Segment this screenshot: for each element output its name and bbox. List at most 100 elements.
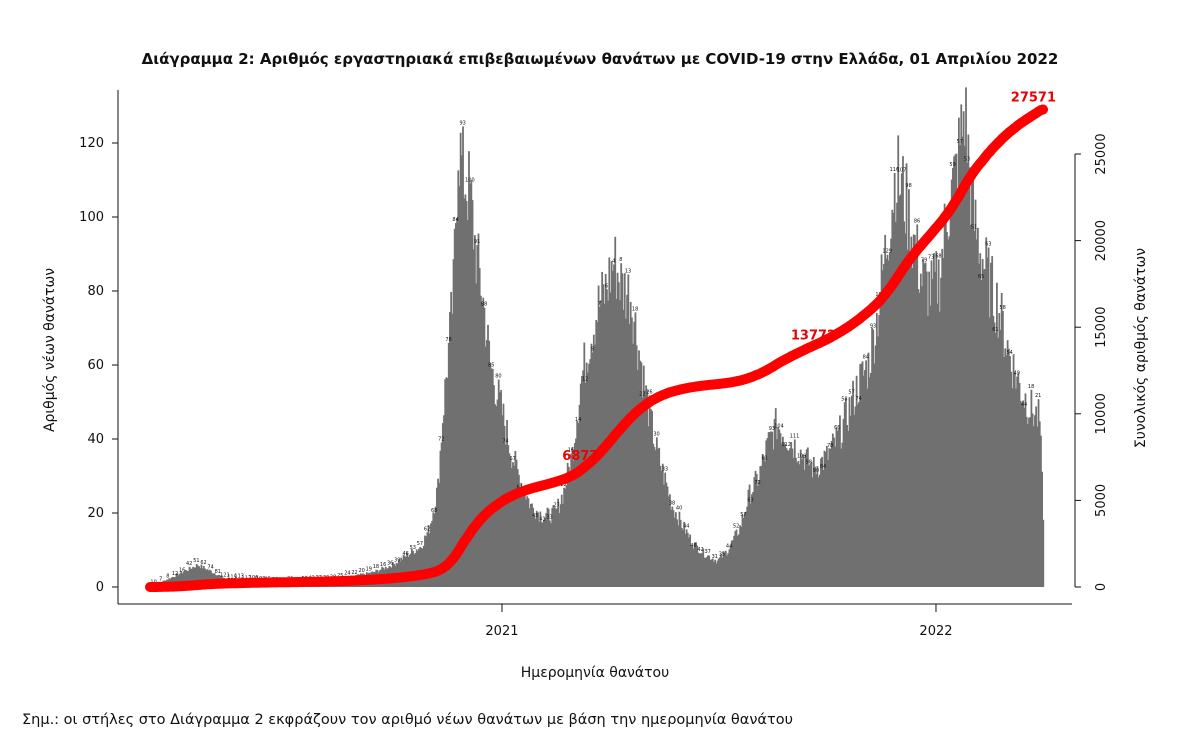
daily-bar [515,459,518,587]
bar-value-label: 16 [380,562,386,568]
bar-value-label: 44 [683,523,689,529]
daily-bar [783,442,785,587]
bar-value-label: 8 [619,257,622,263]
daily-bar [615,298,618,587]
bar-value-label: 93 [460,120,466,126]
daily-bar [478,268,481,587]
daily-bar [550,523,552,587]
bar-value-label: 8 [166,574,169,580]
daily-bar [586,372,589,587]
daily-bar [1031,413,1034,587]
daily-bar [560,494,563,587]
daily-bar [400,557,403,587]
daily-bar [541,522,544,587]
daily-bar [835,427,838,587]
bar-value-label: 84 [863,354,869,360]
daily-bar [597,285,600,587]
daily-bar [1042,519,1045,587]
daily-bar [1007,348,1010,587]
daily-bar [948,236,951,587]
daily-bar [792,457,795,587]
daily-bar [859,364,862,587]
daily-bar [578,404,581,587]
bar-value-label: 46 [403,551,409,557]
daily-bar [479,295,482,587]
daily-bar [562,503,564,587]
daily-bar [856,404,859,587]
daily-bar [445,377,448,587]
bar-value-label: 59 [949,162,955,168]
daily-bar [723,552,726,587]
daily-bar [582,370,585,587]
daily-bar [1012,354,1015,587]
daily-bar [185,569,187,587]
daily-bar [210,570,212,587]
daily-bar [437,478,439,587]
x-tick-label: 2022 [919,624,952,639]
y-tick-label: 20 [87,506,104,521]
bar-value-label: 30 [653,431,659,437]
daily-bar [875,312,878,587]
bar-value-label: 61 [992,327,998,333]
bar-value-label: 7 [159,576,162,582]
bar-value-label: 51 [193,558,199,564]
bar-value-label: 68 [935,254,941,260]
daily-bar [638,350,640,587]
daily-bar [641,397,644,587]
daily-bar [608,257,611,587]
y-tick-label: 60 [87,358,104,373]
daily-bar [433,513,436,587]
daily-bar [795,457,797,587]
daily-bar [827,460,829,587]
daily-bar [438,482,441,587]
daily-bar [570,453,573,587]
daily-bar [557,498,560,587]
y2-tick-label: 0 [1094,583,1109,591]
daily-bar [633,321,636,587]
daily-bar [752,491,755,587]
daily-bar [782,436,784,587]
daily-bar [191,568,193,587]
daily-bar [899,194,902,587]
daily-bar [801,459,803,587]
daily-bar [413,554,416,587]
daily-bar [666,486,669,587]
daily-bar [455,223,457,587]
daily-bar [928,271,931,587]
daily-bar [711,558,714,587]
daily-bar [975,239,978,587]
daily-bar [708,555,711,587]
bar-value-label: 86 [914,219,920,225]
bar-value-label: 16 [568,448,574,454]
daily-bar [672,510,675,587]
daily-bar [177,575,180,587]
daily-bar [929,305,932,587]
daily-bar [927,315,929,587]
daily-bar [490,368,493,587]
daily-bar [585,362,588,587]
daily-bar [695,542,697,587]
daily-bar [500,390,502,587]
daily-bar [654,450,657,587]
bar-value-label: 73 [928,254,934,260]
daily-bar [968,167,971,587]
daily-bar [509,458,512,587]
daily-bar [696,545,699,587]
daily-bar [1018,382,1021,587]
daily-bar [1029,417,1032,587]
daily-bar [622,309,625,587]
daily-bar [691,546,694,587]
daily-bar [837,428,840,587]
daily-bar [552,505,555,587]
bar-value-label: 111 [790,433,800,439]
daily-bar [200,564,203,587]
daily-bar [540,521,543,587]
daily-bar [564,488,567,587]
daily-bar [491,369,494,587]
daily-bar [938,311,941,587]
daily-bar [553,507,556,587]
daily-bar [980,280,983,587]
daily-bar [677,525,680,587]
daily-bar [871,327,873,587]
bar-value-label: 112 [781,442,791,448]
